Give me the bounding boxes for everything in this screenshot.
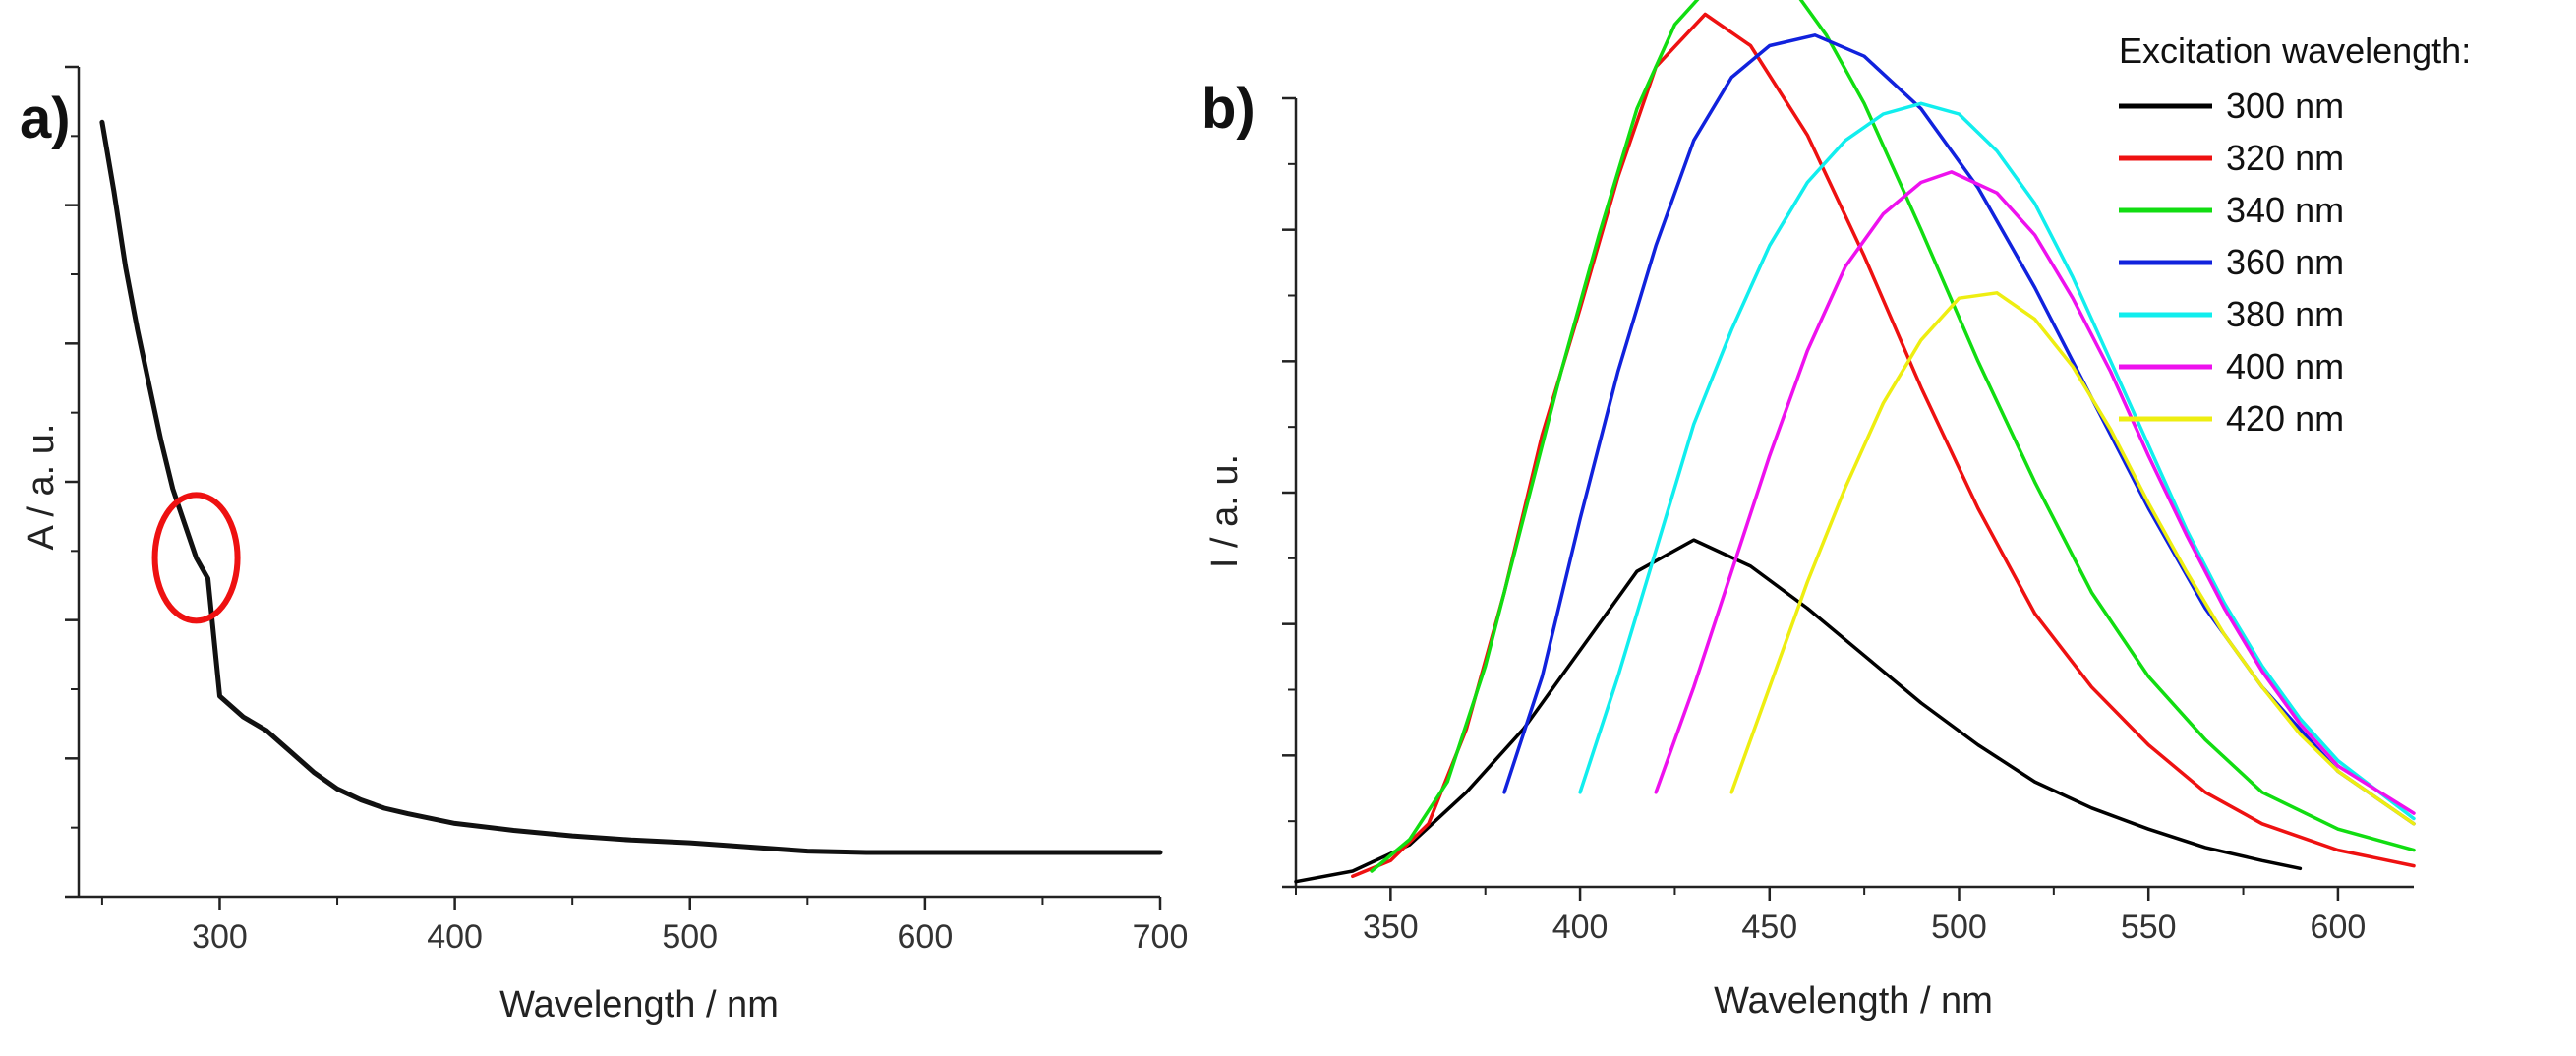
legend-title: Excitation wavelength:	[2119, 30, 2471, 71]
panel-b-x-tick-label: 600	[2311, 909, 2367, 946]
panel-a-x-tick-label: 400	[427, 918, 483, 956]
panel-b-x-tick-label: 500	[1931, 909, 1987, 946]
legend-label-360-nm: 360 nm	[2226, 242, 2344, 282]
panel-b-x-tick-label: 350	[1363, 909, 1419, 946]
panel-b-label: b)	[1201, 77, 1256, 141]
panel-a-x-tick-label: 500	[662, 918, 718, 956]
panel-b-x-tick-label: 550	[2121, 909, 2177, 946]
legend: Excitation wavelength: 300 nm 320 nm 340 n…	[2119, 30, 2471, 439]
legend-label-340-nm: 340 nm	[2226, 190, 2344, 230]
panel-b-axes: 350 400 450 500 550 600	[1282, 96, 2414, 946]
panel-a-axes: 300 400 500 600 700	[65, 65, 1189, 956]
panel-b-y-axis-label: I / a. u.	[1204, 454, 1246, 568]
panel-a-series-absorbance	[99, 119, 1163, 855]
panel-b-series-400-nm	[1654, 170, 2416, 815]
panel-b-x-tick-label: 400	[1552, 909, 1609, 946]
panel-b-x-tick-label: 450	[1741, 909, 1797, 946]
legend-label-320-nm: 320 nm	[2226, 138, 2344, 178]
panel-a-x-axis-label: Wavelength / nm	[499, 984, 779, 1026]
panel-b-x-axis-label: Wavelength / nm	[1714, 980, 1993, 1022]
panel-b-series-300-nm	[1294, 538, 2303, 884]
panel-a: a) 300 400 500 600 700 Wavelength / nm A / a…	[20, 65, 1189, 1026]
panel-a-x-tick-label: 700	[1133, 918, 1189, 956]
panel-a-x-tick-label: 600	[898, 918, 954, 956]
panel-a-series-group	[99, 119, 1163, 855]
panel-b-series-380-nm	[1578, 101, 2416, 821]
legend-label-380-nm: 380 nm	[2226, 294, 2344, 334]
panel-a-label: a)	[20, 87, 71, 150]
panel-b-series-340-nm	[1370, 0, 2416, 873]
panel-b-series-group	[1294, 0, 2416, 884]
legend-label-420-nm: 420 nm	[2226, 398, 2344, 439]
shoulder-highlight-circle	[151, 492, 241, 624]
panel-b-series-420-nm	[1729, 291, 2416, 826]
legend-label-400-nm: 400 nm	[2226, 346, 2344, 386]
panel-a-y-axis-label: A / a. u.	[21, 424, 62, 551]
panel-b: b) 350 400 450 500 550 600 Wavelength / nm I …	[1201, 0, 2471, 1022]
legend-label-300-nm: 300 nm	[2226, 86, 2344, 126]
panel-b-series-360-nm	[1502, 33, 2416, 826]
panel-a-x-tick-label: 300	[192, 918, 248, 956]
